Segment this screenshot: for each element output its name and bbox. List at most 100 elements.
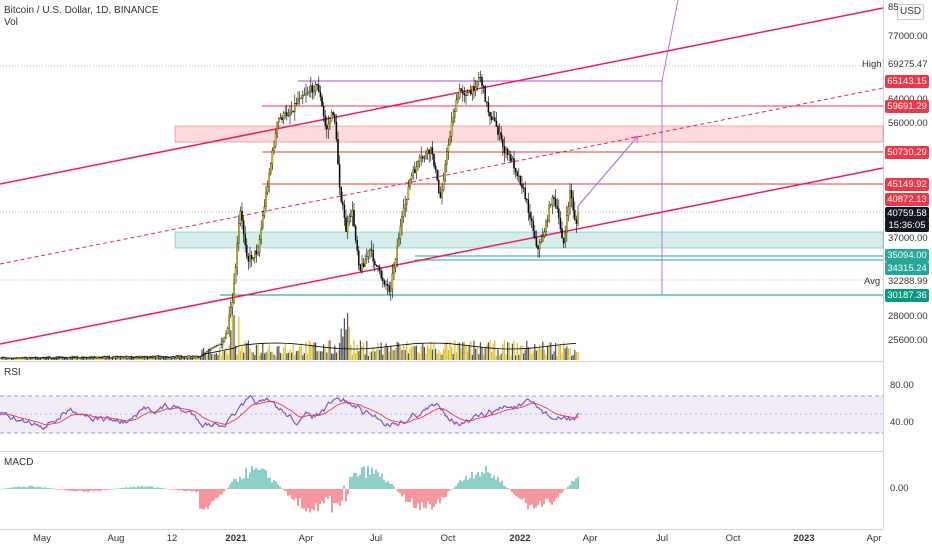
candle-body <box>474 87 477 91</box>
candle-body <box>185 356 187 358</box>
candle-body <box>319 91 322 98</box>
macd-bar <box>181 489 183 491</box>
macd-bar <box>571 481 573 489</box>
x-tick: Apr <box>582 533 598 544</box>
volume-bar <box>403 344 405 360</box>
volume-bar <box>459 342 461 360</box>
macd-bar <box>549 489 551 503</box>
macd-bar <box>359 474 361 489</box>
volume-bar <box>441 354 443 360</box>
volume-bar <box>398 343 400 360</box>
volume-bar <box>439 353 441 360</box>
candle-body <box>351 210 354 217</box>
macd-bar <box>117 488 119 489</box>
candle-body <box>359 264 362 271</box>
macd-bar <box>285 489 287 492</box>
macd-bar <box>423 489 425 508</box>
macd-bar <box>415 489 417 508</box>
volume-bar <box>447 350 449 360</box>
volume-bar <box>307 353 309 360</box>
candle-body <box>425 153 427 159</box>
volume-ma <box>0 342 577 359</box>
macd-bar <box>339 489 341 507</box>
volume-bar <box>348 326 350 360</box>
candle-body <box>108 356 110 358</box>
y-tick: 28000.00 <box>888 311 928 322</box>
candle-body <box>385 284 387 286</box>
volume-bar <box>343 318 345 360</box>
candle-body <box>430 147 432 154</box>
candle-body <box>513 158 515 169</box>
macd-bar <box>195 489 197 493</box>
candle-body <box>466 92 469 96</box>
candle-body <box>498 132 501 135</box>
volume-bar <box>479 342 481 360</box>
macd-bar <box>401 489 403 497</box>
macd-bar <box>235 479 237 489</box>
volume-bar <box>510 355 512 360</box>
volume-bar <box>451 346 453 360</box>
volume-bar <box>129 357 131 360</box>
candle-body <box>377 265 379 267</box>
volume-bar <box>539 345 541 360</box>
volume-bar <box>185 358 187 360</box>
volume-bar <box>481 347 483 360</box>
macd-bar <box>147 486 149 489</box>
candle-body <box>345 217 347 232</box>
candle-body <box>172 355 174 358</box>
volume-bar <box>124 358 126 360</box>
volume-bar <box>281 353 283 360</box>
macd-bar <box>557 489 559 498</box>
candle-body <box>188 355 190 357</box>
candle-body <box>446 151 448 165</box>
macd-bar <box>217 489 219 498</box>
macd-bar <box>313 489 315 511</box>
volume-bar <box>569 348 571 360</box>
volume-bar <box>564 348 566 360</box>
volume-bar <box>36 358 38 360</box>
volume-bar <box>236 354 238 360</box>
candle-body <box>161 356 163 358</box>
volume-bar <box>404 350 406 360</box>
volume-bar <box>147 358 149 360</box>
macd-bar <box>121 487 123 489</box>
candle-body <box>534 230 536 238</box>
volume-bar <box>153 358 155 360</box>
macd-bar <box>67 489 69 491</box>
macd-bar <box>85 489 87 492</box>
price-tag-countdown: 15:36:05 <box>885 219 929 232</box>
macd-bar <box>89 489 91 492</box>
candle-body <box>337 138 339 165</box>
macd-bar <box>455 485 457 489</box>
macd-bar <box>19 487 21 489</box>
volume-bar <box>422 343 424 360</box>
volume-bar <box>75 358 77 360</box>
volume-bar <box>49 357 51 360</box>
candle-body <box>342 201 344 206</box>
macd-bar <box>493 475 495 489</box>
x-tick: Oct <box>440 533 456 544</box>
currency-badge[interactable]: USD <box>897 4 925 20</box>
volume-bar <box>382 354 384 360</box>
x-tick: Apr <box>866 533 882 544</box>
macd-bar <box>41 487 43 489</box>
macd-bar <box>347 489 349 495</box>
candle-body <box>282 112 285 121</box>
volume-bar <box>44 358 46 360</box>
volume-bar <box>532 350 534 360</box>
volume-bar <box>108 357 110 360</box>
candle-body <box>217 345 219 346</box>
macd-bar <box>505 487 507 489</box>
macd-bar <box>321 489 323 502</box>
volume-bar <box>521 345 523 360</box>
candle-body <box>303 94 306 96</box>
macd-bar <box>311 489 313 510</box>
volume-bar <box>457 341 459 360</box>
x-tick: May <box>33 533 51 544</box>
volume-bar <box>415 345 417 360</box>
volume-bar <box>492 344 494 360</box>
macd-bar <box>59 489 61 490</box>
volume-bar <box>123 357 125 360</box>
